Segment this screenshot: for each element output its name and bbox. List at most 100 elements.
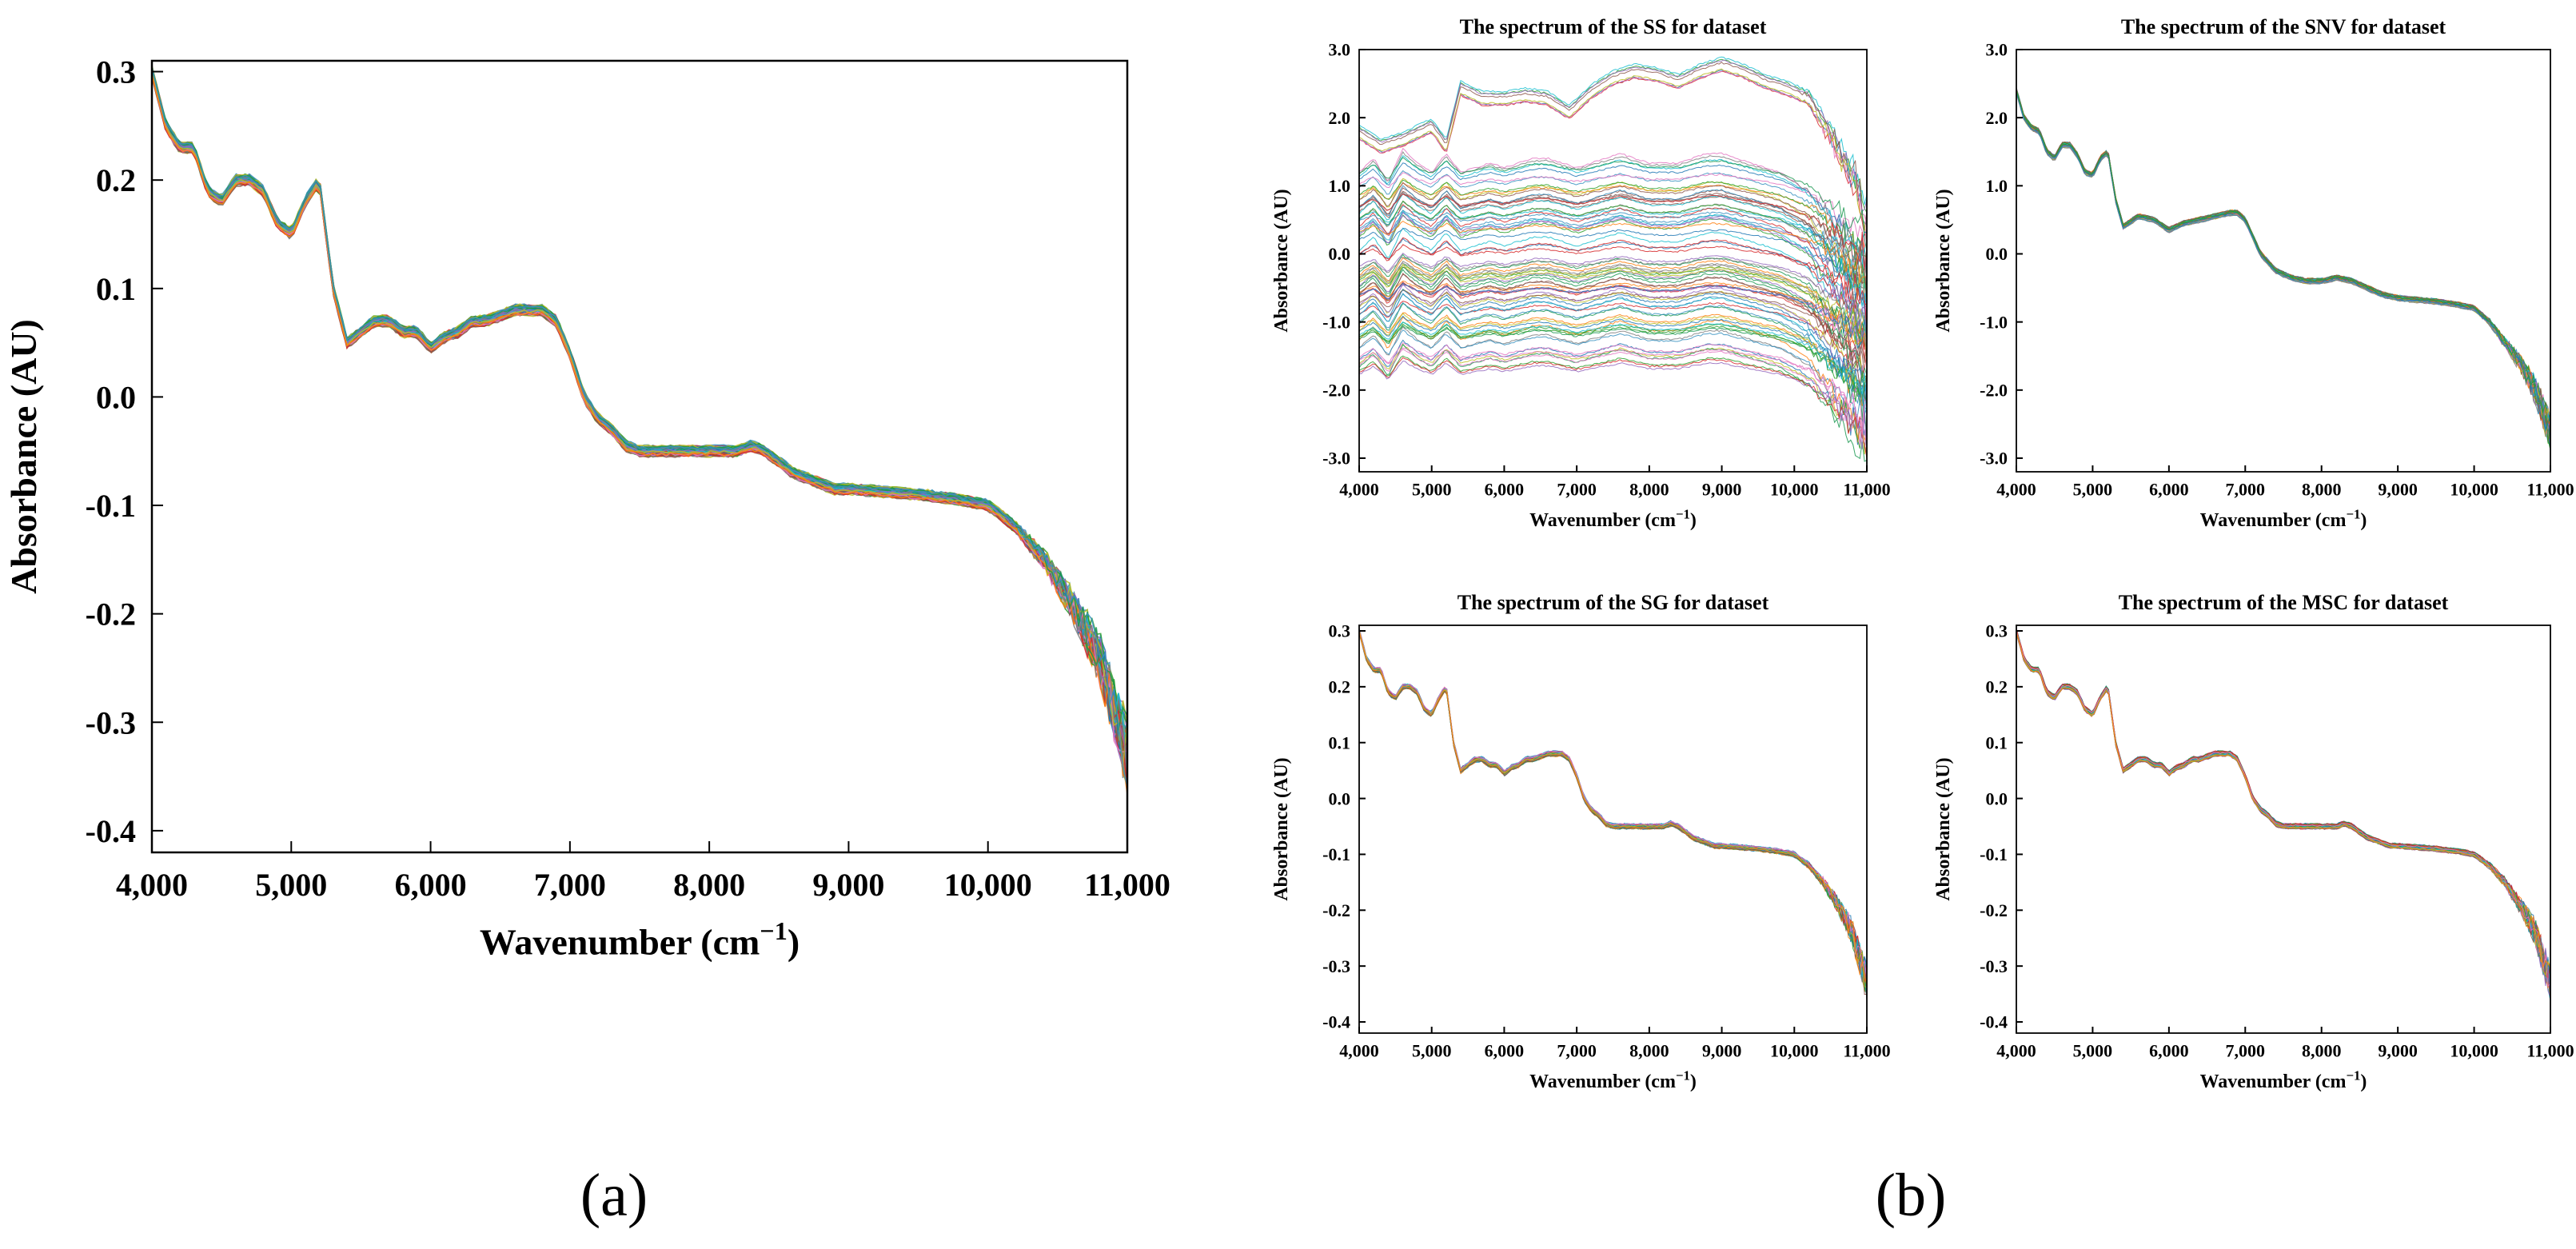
- series-line-40: [1358, 253, 1868, 324]
- series-line-40: [2016, 93, 2551, 436]
- series-line-35: [2016, 90, 2551, 430]
- series-line-42: [1358, 172, 1868, 251]
- series-line-12: [2016, 88, 2551, 437]
- series-line-78: [1358, 341, 1868, 435]
- y-tick-label: 0.1: [96, 271, 136, 307]
- chart-sg: 4,000 5,000 6,000 7,000 8,000 9,000 10,000 11,0…: [1271, 591, 1891, 1092]
- series-line-36: [2016, 90, 2551, 435]
- x-tick-label: 6,000: [395, 867, 467, 903]
- x-tick-label: 4,000: [1996, 1041, 2036, 1061]
- series-line-29: [2016, 631, 2551, 984]
- series-line-39: [2016, 89, 2551, 432]
- x-tick-label: 5,000: [2073, 1041, 2113, 1061]
- y-tick-label: 1.0: [1329, 176, 1351, 196]
- y-tick-label: 0.0: [1986, 788, 2008, 808]
- series-line-47: [1358, 185, 1868, 309]
- series-line-10: [2016, 89, 2551, 442]
- x-axis-title-sup: −1: [2346, 1068, 2360, 1083]
- series-line-19: [1358, 628, 1868, 996]
- y-tick-label: -1.0: [1322, 312, 1350, 332]
- series-line-39: [151, 72, 1128, 762]
- chart-title: The spectrum of the MSC for dataset: [2119, 591, 2449, 614]
- plot-frame: [2016, 624, 2551, 1034]
- series-line-80: [1358, 220, 1868, 283]
- series-line-43: [151, 66, 1128, 744]
- y-tick-label: -0.4: [1322, 1012, 1350, 1032]
- x-axis-title-main: Wavenumber (cm: [1529, 1071, 1676, 1092]
- series-line-10: [1358, 269, 1868, 378]
- y-tick-label: -0.1: [86, 488, 136, 524]
- x-axis-title-main: Wavenumber (cm: [2200, 1071, 2347, 1092]
- chart-ss: 4,000 5,000 6,000 7,000 8,000 9,000 10,000 11,0…: [1271, 15, 1891, 531]
- series-group: [2016, 628, 2551, 1001]
- series-line-23: [151, 68, 1128, 767]
- x-tick-label: 11,000: [1084, 867, 1170, 903]
- series-line-69: [1358, 150, 1868, 284]
- series-line-4: [1358, 630, 1868, 971]
- plot-frame: [150, 59, 1129, 854]
- series-line-44: [2016, 632, 2551, 968]
- x-tick-label: 9,000: [2378, 480, 2418, 500]
- series-line-44: [151, 73, 1128, 780]
- x-axis-title-close: ): [788, 922, 800, 963]
- series-line-11: [1358, 329, 1868, 429]
- plot-frame: [1358, 624, 1868, 1034]
- series-line-30: [2016, 91, 2551, 437]
- series-line-5: [151, 71, 1128, 750]
- series-line-5: [2016, 92, 2551, 433]
- x-axis-title: Wavenumber (cm−1): [2200, 507, 2367, 532]
- x-axis-title-close: ): [2360, 1071, 2367, 1092]
- series-line-13: [2016, 632, 2551, 992]
- series-line-5: [1358, 628, 1868, 994]
- chart-title: The spectrum of the SS for dataset: [1460, 15, 1767, 38]
- series-line-25: [151, 66, 1128, 760]
- series-line-13: [1358, 213, 1868, 339]
- chart-snv: 4,000 5,000 6,000 7,000 8,000 9,000 10,000 11,0…: [1933, 15, 2574, 531]
- series-line-18: [151, 72, 1128, 760]
- series-line-6: [2016, 90, 2551, 434]
- series-line-10: [151, 73, 1128, 738]
- series-line-33: [2016, 630, 2551, 1000]
- series-line-23: [2016, 631, 2551, 978]
- y-tick-label: -2.0: [1980, 381, 2008, 401]
- series-line-32: [2016, 88, 2551, 429]
- series-line-30: [151, 74, 1128, 784]
- y-tick-label: 0.0: [1329, 244, 1351, 264]
- series-line-37: [1358, 632, 1868, 992]
- series-line-52: [1358, 211, 1868, 342]
- series-line-14: [2016, 631, 2551, 984]
- x-tick-label: 4,000: [1339, 1041, 1379, 1061]
- x-tick-label: 8,000: [1629, 1041, 1669, 1061]
- series-line-11: [2016, 89, 2551, 434]
- y-tick-label: 0.2: [1986, 677, 2008, 697]
- series-line-16: [1358, 629, 1868, 997]
- x-axis-title-sup: −1: [1676, 507, 1690, 522]
- y-tick-label: 0.3: [1986, 621, 2008, 641]
- series-line-61: [1358, 179, 1868, 265]
- x-tick-label: 10,000: [1770, 1041, 1819, 1061]
- series-line-48: [151, 74, 1128, 760]
- series-line-12: [1358, 339, 1868, 445]
- series-line-5: [1358, 62, 1868, 231]
- series-line-72: [1358, 289, 1868, 410]
- series-line-34: [1358, 631, 1868, 997]
- series-line-6: [151, 74, 1128, 776]
- series-line-39: [1358, 237, 1868, 350]
- x-axis-title-close: ): [2360, 510, 2367, 531]
- series-line-12: [1358, 628, 1868, 987]
- series-line-3: [2016, 632, 2551, 975]
- series-line-56: [1358, 312, 1868, 406]
- series-line-73: [1358, 200, 1868, 299]
- series-line-20: [1358, 632, 1868, 971]
- series-line-81: [1358, 257, 1868, 328]
- series-line-38: [1358, 628, 1868, 977]
- series-line-21: [1358, 631, 1868, 984]
- series-line-3: [151, 68, 1128, 752]
- series-line-66: [1359, 347, 1868, 429]
- y-tick-label: -3.0: [1322, 449, 1350, 469]
- series-line-18: [2016, 632, 2551, 987]
- series-line-37: [151, 76, 1128, 749]
- series-line-13: [1358, 632, 1868, 974]
- y-tick-label: -2.0: [1322, 381, 1350, 401]
- plot-frame: [2016, 49, 2551, 473]
